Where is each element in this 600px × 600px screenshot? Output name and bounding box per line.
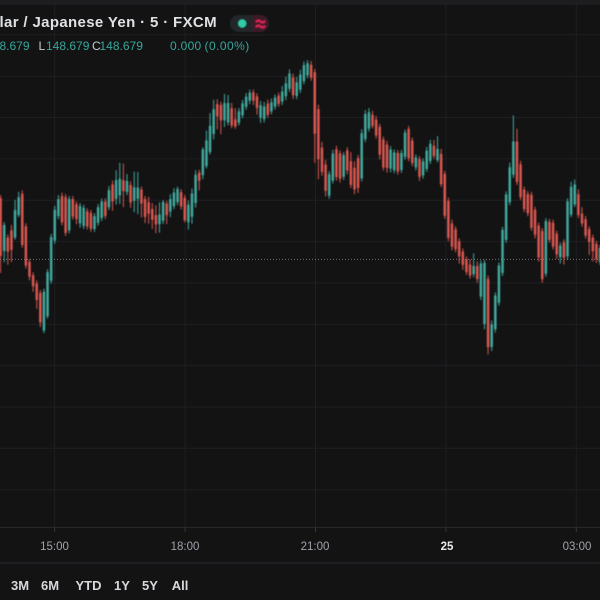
svg-text:5Y: 5Y: [142, 578, 158, 593]
svg-text:All: All: [172, 578, 189, 593]
svg-text:18:00: 18:00: [171, 541, 200, 553]
svg-text:25: 25: [441, 541, 454, 553]
svg-text:YTD: YTD: [76, 578, 102, 593]
svg-text:lar / Japanese Yen · 5 · FXCM: lar / Japanese Yen · 5 · FXCM: [0, 14, 217, 31]
svg-text:15:00: 15:00: [40, 541, 69, 553]
svg-text:6M: 6M: [41, 578, 59, 593]
svg-text:3M: 3M: [11, 578, 29, 593]
svg-text:1Y: 1Y: [114, 578, 130, 593]
svg-text:21:00: 21:00: [301, 541, 330, 553]
svg-text:03:00: 03:00: [563, 541, 592, 553]
